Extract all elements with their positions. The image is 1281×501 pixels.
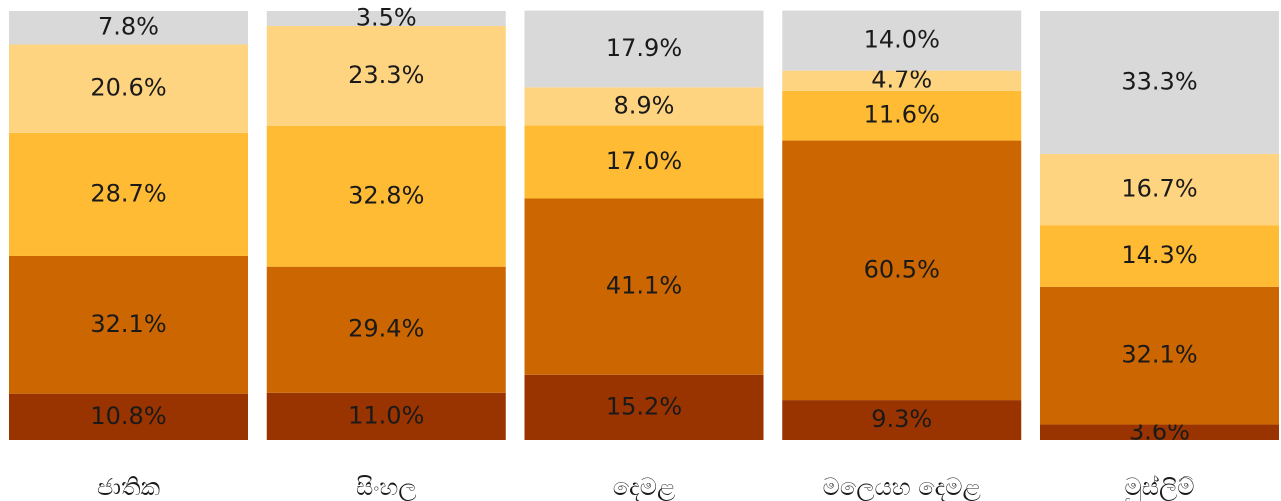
x-tick-label: සිංහල: [356, 473, 417, 501]
data-label: 60.5%: [864, 255, 940, 283]
data-label: 32.8%: [348, 181, 424, 209]
bar-segment: [782, 90, 1022, 141]
data-label: 17.0%: [606, 147, 682, 175]
data-label: 8.9%: [614, 91, 675, 119]
bar-segment: [524, 10, 764, 88]
bar-segment: [9, 11, 248, 45]
bar-segment: [782, 400, 1022, 440]
bar-segment: [524, 125, 764, 199]
data-label: 29.4%: [348, 315, 424, 343]
bar-segment: [9, 393, 248, 440]
data-label: 14.0%: [864, 26, 940, 54]
data-label: 3.5%: [356, 4, 417, 32]
data-label: 9.3%: [871, 405, 932, 433]
data-label: 23.3%: [348, 61, 424, 89]
x-tick-label: ජාතික: [97, 473, 160, 501]
bar-segment: [782, 140, 1022, 401]
data-label: 7.8%: [98, 13, 159, 41]
bar-segment: [266, 125, 506, 267]
x-tick-label: දෙමළ: [613, 473, 676, 501]
bar-segment: [266, 266, 506, 393]
data-label: 15.2%: [606, 392, 682, 420]
data-label: 16.7%: [1121, 175, 1197, 203]
bar-segment: [266, 11, 506, 27]
bar-segment: [524, 374, 764, 440]
data-label: 10.8%: [90, 402, 166, 430]
bar-segment: [1040, 424, 1279, 440]
bar-segment: [524, 198, 764, 375]
data-label: 33.3%: [1121, 67, 1197, 95]
bar-segment: [9, 44, 248, 133]
data-label: 41.1%: [606, 272, 682, 300]
data-label: 17.9%: [606, 34, 682, 62]
data-label: 11.0%: [348, 401, 424, 429]
bar-segment: [782, 70, 1022, 91]
bar-segment: [266, 26, 506, 126]
bar-segment: [524, 87, 764, 126]
bar-segment: [266, 392, 506, 440]
data-label: 11.6%: [864, 101, 940, 129]
x-tick-label: මුස්ලිම්: [1124, 473, 1194, 501]
data-label: 32.1%: [90, 310, 166, 338]
data-label: 20.6%: [90, 74, 166, 102]
bar-segment: [1040, 11, 1279, 154]
data-label: 28.7%: [90, 179, 166, 207]
x-tick-label: මලෙයහ දෙමළ: [823, 473, 981, 501]
bar-segment: [782, 10, 1022, 71]
data-label: 14.3%: [1121, 241, 1197, 269]
bar-segment: [9, 255, 248, 394]
bar-segment: [1040, 286, 1279, 425]
bar-segment: [9, 132, 248, 256]
data-label: 32.1%: [1121, 341, 1197, 369]
bar-segment: [1040, 225, 1279, 287]
bar-segment: [1040, 153, 1279, 226]
